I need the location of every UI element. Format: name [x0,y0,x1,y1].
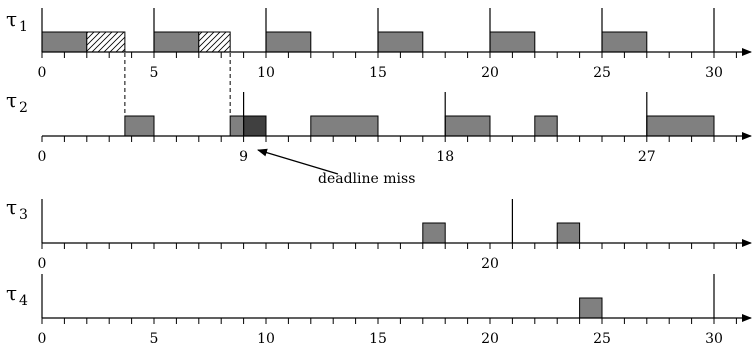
task-label-symbol: τ [6,88,17,112]
tick-label: 5 [150,331,159,347]
execution-blocks [579,297,603,319]
tick-label: 10 [257,65,275,81]
tick-label: 0 [38,256,47,272]
deadline-miss-label: deadline miss [318,171,415,187]
preempted-block [86,31,126,53]
tick-label: 5 [150,65,159,81]
execution-block [534,115,558,137]
execution-block [229,115,245,137]
preempted-block [198,31,231,53]
timeline-tau-4: τ 4 0 5 10 15 20 25 30 [6,274,752,347]
execution-block [265,31,312,53]
task-label-subscript: 1 [19,19,28,35]
time-axis [41,274,752,324]
deadline-miss-arrow [257,148,339,175]
time-axis [41,8,752,58]
tick-label: 25 [593,331,611,347]
tick-label: 0 [38,65,47,81]
tick-labels: 0 5 10 15 20 25 30 [38,65,723,81]
execution-block [377,31,424,53]
task-label-symbol: τ [6,281,17,305]
tick-label: 30 [705,331,723,347]
deadline-miss-annotation: deadline miss [257,148,415,187]
execution-block [124,115,155,137]
tick-label: 15 [369,331,387,347]
timeline-tau-2: τ 2 0 9 18 27 [6,88,752,165]
execution-block [579,297,603,319]
execution-block [556,222,581,244]
task-label-subscript: 3 [19,207,28,223]
deadline-miss-block [243,115,267,137]
tick-labels: 0 20 [38,256,499,272]
task-label-subscript: 2 [19,100,28,116]
timeline-tau-1: τ 1 0 5 10 15 20 25 30 [6,7,752,81]
execution-blocks [41,31,648,53]
timeline-tau-3: τ 3 0 20 [6,195,752,272]
tick-label: 25 [593,65,611,81]
tick-label: 0 [38,331,47,347]
execution-block [444,115,491,137]
execution-blocks [124,115,715,137]
tick-label: 27 [638,149,656,165]
task-label-subscript: 4 [19,293,28,309]
execution-block [310,115,379,137]
tick-label: 30 [705,65,723,81]
execution-block [601,31,648,53]
execution-block [489,31,536,53]
task-label-symbol: τ [6,195,17,219]
tick-label: 15 [369,65,387,81]
execution-block [646,115,715,137]
tick-label: 20 [481,256,499,272]
execution-block [153,31,200,53]
tick-label: 18 [436,149,454,165]
tick-label: 10 [257,331,275,347]
execution-block [41,31,88,53]
tick-label: 0 [38,149,47,165]
execution-blocks [422,222,581,244]
task-label-symbol: τ [6,7,17,31]
tick-label: 20 [481,331,499,347]
time-axis [41,92,752,142]
preemption-links [124,53,231,116]
execution-block [422,222,446,244]
tick-labels: 0 5 10 15 20 25 30 [38,331,723,347]
tick-label: 20 [481,65,499,81]
tick-label: 9 [239,149,248,165]
tick-labels: 0 9 18 27 [38,149,656,165]
time-axis [41,199,752,249]
